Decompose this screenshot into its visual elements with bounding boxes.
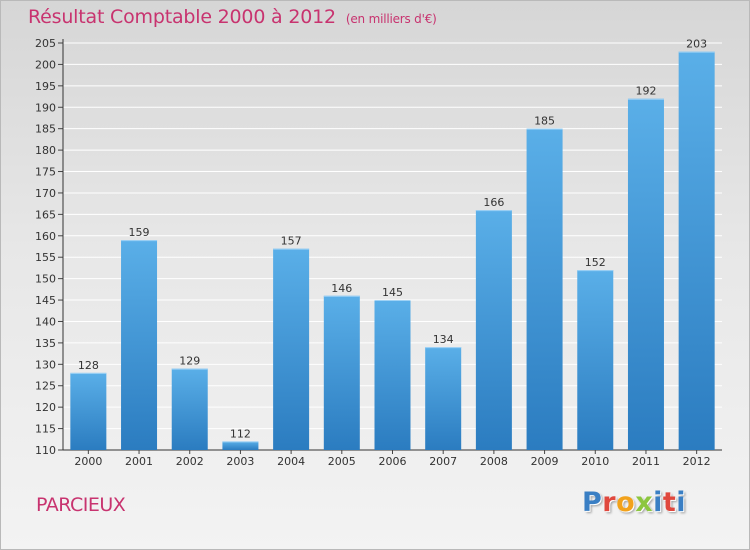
- bar: [171, 368, 208, 450]
- y-tick-label: 185: [35, 123, 56, 136]
- chart-subtitle: (en milliers d'€): [345, 12, 437, 26]
- bar: [678, 51, 715, 450]
- bar: [577, 270, 614, 450]
- bar: [121, 240, 158, 450]
- bar: [323, 295, 360, 450]
- data-label: 146: [331, 282, 352, 295]
- x-tick-label: 2002: [176, 455, 204, 468]
- logo-letter: i: [653, 487, 663, 518]
- data-label: 159: [129, 226, 150, 239]
- y-tick-label: 135: [35, 337, 56, 350]
- chart-title-text: Résultat Comptable 2000 à 2012: [28, 6, 336, 28]
- y-tick-label: 200: [35, 58, 56, 71]
- logo-letter: P: [582, 487, 603, 518]
- data-label: 185: [534, 115, 555, 128]
- y-tick-label: 120: [35, 401, 56, 414]
- bar: [273, 248, 310, 450]
- y-tick-label: 175: [35, 166, 56, 179]
- bar: [222, 441, 259, 450]
- x-tick-label: 2006: [379, 455, 407, 468]
- x-tick-label: 2005: [328, 455, 356, 468]
- y-tick-label: 170: [35, 187, 56, 200]
- x-tick-label: 2001: [125, 455, 153, 468]
- y-tick-label: 115: [35, 423, 56, 436]
- bar: [70, 372, 107, 450]
- y-tick-label: 160: [35, 230, 56, 243]
- x-tick-label: 2007: [429, 455, 457, 468]
- x-tick-label: 2009: [531, 455, 559, 468]
- x-tick-label: 2004: [277, 455, 305, 468]
- bar: [526, 128, 563, 450]
- y-tick-label: 130: [35, 358, 56, 371]
- data-label: 152: [585, 256, 606, 269]
- data-label: 112: [230, 427, 251, 440]
- data-label: 157: [281, 235, 302, 248]
- data-label: 134: [433, 333, 454, 346]
- data-label: 203: [686, 38, 707, 51]
- x-tick-label: 2008: [480, 455, 508, 468]
- data-label: 166: [483, 196, 504, 209]
- bar: [425, 347, 462, 450]
- x-tick-label: 2011: [632, 455, 660, 468]
- bar: [627, 98, 664, 451]
- data-label: 128: [78, 359, 99, 372]
- data-label: 129: [179, 355, 200, 368]
- y-tick-label: 140: [35, 315, 56, 328]
- logo-letter: r: [602, 487, 617, 518]
- y-tick-label: 155: [35, 251, 56, 264]
- logo-letter: t: [662, 487, 677, 518]
- bar: [475, 210, 512, 450]
- chart-title: Résultat Comptable 2000 à 2012 (en millie…: [28, 6, 437, 28]
- proxiti-logo: Proxiti: [582, 487, 686, 518]
- data-label: 192: [635, 85, 656, 98]
- x-tick-label: 2010: [581, 455, 609, 468]
- y-tick-label: 125: [35, 380, 56, 393]
- data-label: 145: [382, 286, 403, 299]
- x-tick-label: 2000: [74, 455, 102, 468]
- y-tick-label: 150: [35, 273, 56, 286]
- logo-letter: o: [616, 487, 636, 518]
- y-tick-label: 205: [35, 37, 56, 50]
- y-tick-label: 190: [35, 101, 56, 114]
- y-tick-label: 195: [35, 80, 56, 93]
- bar: [374, 300, 411, 450]
- y-tick-label: 110: [35, 444, 56, 457]
- y-tick-label: 180: [35, 144, 56, 157]
- place-name: PARCIEUX: [36, 494, 126, 516]
- logo-letter: x: [635, 487, 654, 518]
- x-tick-label: 2012: [683, 455, 711, 468]
- logo-letter: i: [676, 487, 687, 518]
- y-tick-label: 145: [35, 294, 56, 307]
- y-tick-label: 165: [35, 208, 56, 221]
- x-tick-label: 2003: [226, 455, 254, 468]
